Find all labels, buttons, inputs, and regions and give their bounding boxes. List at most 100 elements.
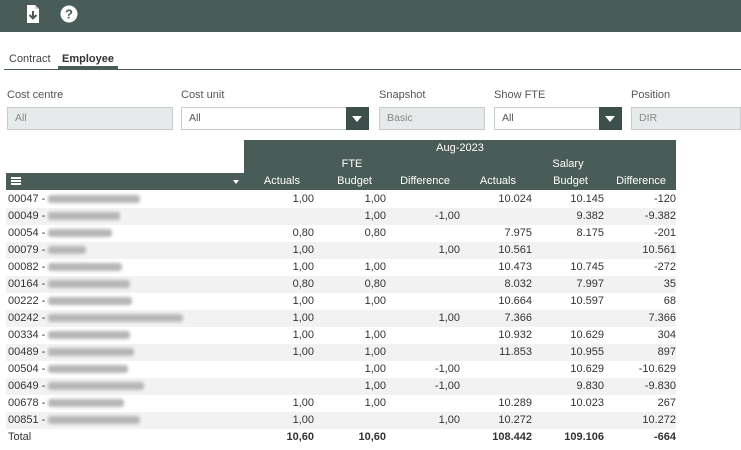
table-row[interactable]: 00079 - 1,00 1,00 10.561 10.561	[6, 242, 676, 259]
col-fte-budget[interactable]: Budget	[337, 175, 372, 187]
redacted-name	[48, 280, 131, 289]
cost-unit-value: All	[189, 112, 201, 124]
employee-name-cell: 00222 -	[8, 293, 133, 310]
table-row[interactable]: 00489 - 1,00 1,00 11.853 10.955 897	[6, 344, 676, 361]
table-row[interactable]: 00678 - 1,00 1,00 10.289 10.023 267	[6, 395, 676, 412]
employee-id: 00082 -	[8, 261, 46, 273]
cell-salary-budget: 10.629	[570, 329, 604, 341]
total-cell-salary-actuals: 108.442	[492, 431, 532, 443]
table-row[interactable]: 00649 - 1,00 -1,00 9.830 -9.830	[6, 378, 676, 395]
cell-salary-actuals: 8.032	[504, 278, 532, 290]
col-salary-difference[interactable]: Difference	[616, 175, 666, 187]
employee-name-cell: 00164 -	[8, 276, 131, 293]
col-salary-budget[interactable]: Budget	[553, 175, 588, 187]
cell-fte-difference: 1,00	[438, 312, 460, 324]
table-row[interactable]: 00047 - 1,00 1,00 10.024 10.145 -120	[6, 191, 676, 208]
cell-fte-budget: 1,00	[364, 210, 386, 222]
table-header-rows	[6, 173, 244, 190]
cell-fte-difference: 1,00	[438, 414, 460, 426]
cell-fte-actuals: 1,00	[292, 346, 314, 358]
menu-icon[interactable]	[11, 177, 21, 185]
cell-fte-actuals: 1,00	[292, 261, 314, 273]
cell-salary-difference: 35	[663, 278, 676, 290]
employee-name-cell: 00054 -	[8, 225, 113, 242]
table-row[interactable]: 00851 - 1,00 1,00 10.272 10.272	[6, 412, 676, 429]
cost-centre-field[interactable]: All	[7, 107, 173, 130]
employee-id: 00164 -	[8, 278, 46, 290]
redacted-name	[48, 246, 87, 255]
employee-id: 00851 -	[8, 414, 46, 426]
cell-salary-budget: 8.175	[576, 227, 604, 239]
table-row[interactable]: 00222 - 1,00 1,00 10.664 10.597 68	[6, 293, 676, 310]
employee-id: 00334 -	[8, 329, 46, 341]
employee-id: 00678 -	[8, 397, 46, 409]
cell-salary-difference: -9.830	[644, 380, 676, 392]
cell-salary-difference: 68	[663, 295, 676, 307]
cell-salary-difference: 267	[657, 397, 676, 409]
total-row: Total 10,60 10,60 108.442 109.106 -664	[6, 429, 676, 446]
period-header: Aug-2023	[436, 142, 484, 154]
table-row[interactable]: 00082 - 1,00 1,00 10.473 10.745 -272	[6, 259, 676, 276]
total-cell-fte-actuals: 10,60	[286, 431, 314, 443]
cell-salary-difference: 897	[657, 346, 676, 358]
table-row[interactable]: 00054 - 0,80 0,80 7.975 8.175 -201	[6, 225, 676, 242]
cost-unit-select[interactable]: All	[181, 107, 369, 130]
employee-id: 00222 -	[8, 295, 46, 307]
cell-salary-actuals: 10.289	[498, 397, 532, 409]
employee-id: 00242 -	[8, 312, 46, 324]
cell-salary-difference: 304	[657, 329, 676, 341]
cell-fte-budget: 1,00	[364, 329, 386, 341]
cost-centre-label: Cost centre	[7, 89, 64, 101]
cell-salary-actuals: 10.473	[498, 261, 532, 273]
col-salary-actuals[interactable]: Actuals	[479, 175, 516, 187]
cell-fte-budget: 1,00	[364, 193, 386, 205]
employee-id: 00054 -	[8, 227, 46, 239]
col-fte-difference[interactable]: Difference	[400, 175, 450, 187]
table-row[interactable]: 00164 - 0,80 0,80 8.032 7.997 35	[6, 276, 676, 293]
cell-fte-actuals: 1,00	[292, 397, 314, 409]
redacted-name	[48, 416, 141, 425]
cell-fte-budget: 0,80	[364, 227, 386, 239]
employee-name-cell: 00649 -	[8, 378, 145, 395]
cell-fte-difference: 1,00	[438, 244, 460, 256]
caret-down-icon[interactable]	[233, 180, 239, 184]
col-fte-actuals[interactable]: Actuals	[263, 175, 300, 187]
tab-employee[interactable]: Employee	[58, 51, 118, 69]
cell-fte-difference: -1,00	[434, 380, 460, 392]
svg-text:?: ?	[65, 7, 73, 22]
table-row[interactable]: 00242 - 1,00 1,00 7.366 7.366	[6, 310, 676, 327]
employee-name-cell: 00334 -	[8, 327, 131, 344]
total-cell-salary-difference: -664	[653, 431, 676, 443]
table-row[interactable]: 00334 - 1,00 1,00 10.932 10.629 304	[6, 327, 676, 344]
redacted-name	[48, 212, 121, 221]
export-download-icon[interactable]	[23, 4, 43, 24]
cell-salary-difference: -10.629	[638, 363, 676, 375]
total-label: Total	[8, 431, 32, 443]
chevron-down-icon[interactable]	[599, 107, 622, 130]
cost-unit-label: Cost unit	[181, 89, 225, 101]
employee-name-cell: 00504 -	[8, 361, 129, 378]
position-field[interactable]: DIR	[631, 107, 741, 130]
cell-salary-budget: 10.745	[570, 261, 604, 273]
cell-salary-actuals: 10.932	[498, 329, 532, 341]
table-row[interactable]: 00049 - 1,00 -1,00 9.382 -9.382	[6, 208, 676, 225]
redacted-name	[48, 365, 129, 374]
show-fte-label: Show FTE	[494, 89, 546, 101]
cell-fte-actuals: 1,00	[292, 295, 314, 307]
employee-name-cell: 00489 -	[8, 344, 135, 361]
chevron-down-icon[interactable]	[346, 107, 369, 130]
cell-fte-budget: 1,00	[364, 261, 386, 273]
show-fte-select[interactable]: All	[494, 107, 622, 130]
snapshot-value: Basic	[387, 112, 413, 124]
help-icon[interactable]: ?	[59, 4, 79, 24]
employee-name-cell: 00851 -	[8, 412, 141, 429]
employee-name-cell: 00242 -	[8, 310, 184, 327]
cell-salary-budget: 10.629	[570, 363, 604, 375]
table-row[interactable]: 00504 - 1,00 -1,00 10.629 -10.629	[6, 361, 676, 378]
employee-name-cell: 00047 -	[8, 191, 141, 208]
show-fte-value: All	[502, 112, 514, 124]
snapshot-field[interactable]: Basic	[379, 107, 485, 130]
tab-contract[interactable]: Contract	[9, 53, 51, 65]
redacted-name	[48, 195, 141, 204]
cell-salary-difference: 10.272	[642, 414, 676, 426]
